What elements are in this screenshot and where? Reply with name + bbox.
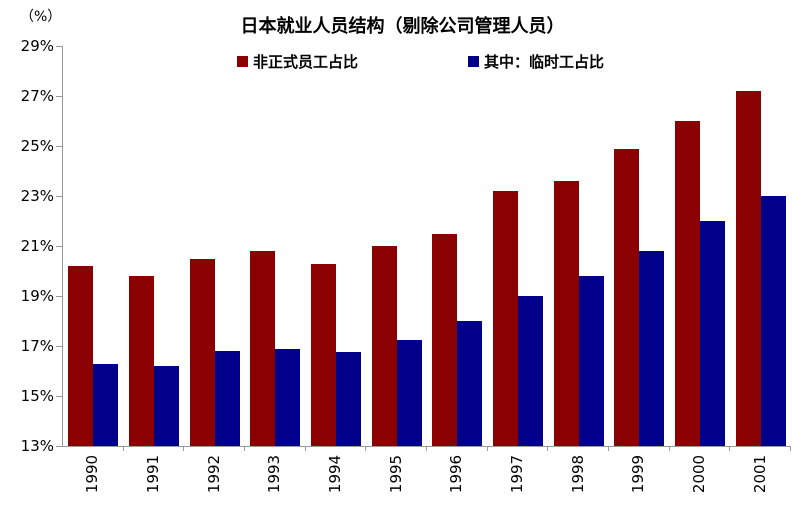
y-axis-unit-label: （%） bbox=[20, 9, 62, 25]
y-axis-tick bbox=[56, 96, 62, 97]
bar-temporary-1997 bbox=[518, 296, 543, 446]
bar-temporary-1996 bbox=[457, 321, 483, 446]
x-axis-tick-label: 1998 bbox=[568, 454, 587, 494]
bar-nonregular-1996 bbox=[432, 233, 458, 446]
x-axis-tick bbox=[668, 446, 670, 451]
chart-title: 日本就业人员结构（剔除公司管理人员） bbox=[240, 16, 565, 37]
bar-temporary-1999 bbox=[639, 251, 665, 446]
bar-temporary-1993 bbox=[275, 348, 301, 446]
y-axis-tick bbox=[56, 396, 62, 397]
legend-label-nonregular: 非正式员工占比 bbox=[253, 53, 359, 71]
bar-temporary-1991 bbox=[154, 366, 179, 446]
bar-nonregular-2000 bbox=[675, 121, 700, 446]
y-axis-tick bbox=[56, 346, 62, 347]
bar-nonregular-1998 bbox=[553, 181, 579, 446]
y-axis-tick-label: 19% bbox=[20, 287, 54, 305]
y-axis-tick-label: 17% bbox=[20, 337, 54, 355]
bar-temporary-1990 bbox=[93, 363, 119, 446]
x-axis-tick bbox=[244, 446, 245, 451]
bar-temporary-1992 bbox=[214, 351, 240, 446]
x-axis-tick bbox=[729, 446, 731, 451]
bar-temporary-1994 bbox=[336, 352, 361, 446]
legend-swatch-temporary bbox=[468, 56, 480, 67]
x-axis-tick-label: 1995 bbox=[386, 454, 405, 494]
legend-label-temporary: 其中：临时工占比 bbox=[484, 53, 605, 71]
bar-nonregular-1999 bbox=[614, 148, 640, 446]
x-axis-tick-label: 2000 bbox=[690, 454, 708, 494]
x-axis-tick bbox=[365, 446, 367, 451]
x-axis-tick bbox=[790, 446, 791, 451]
bar-nonregular-1992 bbox=[189, 258, 215, 446]
bar-nonregular-1991 bbox=[129, 276, 154, 446]
x-axis-tick-label: 1997 bbox=[508, 454, 526, 494]
legend-swatch-nonregular bbox=[237, 56, 248, 67]
x-axis-tick-label: 1993 bbox=[265, 454, 284, 494]
x-axis-tick bbox=[486, 446, 488, 451]
x-axis-tick-label: 1994 bbox=[326, 454, 344, 494]
x-axis-tick bbox=[122, 446, 124, 451]
bar-temporary-1998 bbox=[578, 276, 604, 446]
bar-temporary-2000 bbox=[700, 221, 725, 446]
plot-area bbox=[62, 46, 791, 447]
x-axis-tick bbox=[608, 446, 609, 451]
y-axis-tick bbox=[56, 446, 62, 447]
y-axis-tick bbox=[56, 246, 62, 247]
y-axis-tick bbox=[56, 146, 62, 147]
legend-item-nonregular: 非正式员工占比 bbox=[237, 51, 358, 72]
bar-nonregular-1994 bbox=[311, 263, 336, 446]
bar-nonregular-1995 bbox=[371, 246, 397, 446]
bar-nonregular-1993 bbox=[250, 251, 276, 446]
y-axis-tick-label: 15% bbox=[20, 387, 54, 405]
x-axis-tick bbox=[183, 446, 185, 451]
x-axis-tick-label: 1991 bbox=[144, 454, 162, 494]
x-axis-tick-label: 1990 bbox=[83, 454, 102, 494]
bar-nonregular-1997 bbox=[493, 191, 518, 446]
bar-nonregular-1990 bbox=[68, 266, 94, 446]
chart-legend: 非正式员工占比 其中：临时工占比 bbox=[237, 51, 604, 72]
bar-nonregular-2001 bbox=[735, 91, 761, 446]
bar-temporary-2001 bbox=[760, 196, 786, 446]
bar-temporary-1995 bbox=[396, 339, 422, 446]
x-axis-tick-label: 1996 bbox=[447, 454, 466, 494]
y-axis-tick-label: 27% bbox=[20, 87, 54, 105]
y-axis-tick-label: 29% bbox=[20, 37, 54, 55]
x-axis-tick bbox=[426, 446, 427, 451]
y-axis-tick-label: 13% bbox=[20, 437, 54, 455]
x-axis-tick bbox=[547, 446, 549, 451]
y-axis-tick-label: 25% bbox=[20, 137, 54, 155]
y-axis-tick-label: 23% bbox=[20, 187, 54, 205]
x-axis-tick-label: 2001 bbox=[750, 454, 769, 494]
x-axis-tick bbox=[304, 446, 306, 451]
y-axis-tick bbox=[56, 46, 62, 47]
y-axis-tick bbox=[56, 296, 62, 297]
x-axis-tick-label: 1992 bbox=[204, 454, 223, 494]
y-axis-tick bbox=[56, 196, 62, 197]
y-axis-tick-label: 21% bbox=[20, 237, 54, 255]
legend-item-temporary: 其中：临时工占比 bbox=[468, 51, 604, 72]
x-axis-tick-label: 1999 bbox=[629, 454, 648, 494]
